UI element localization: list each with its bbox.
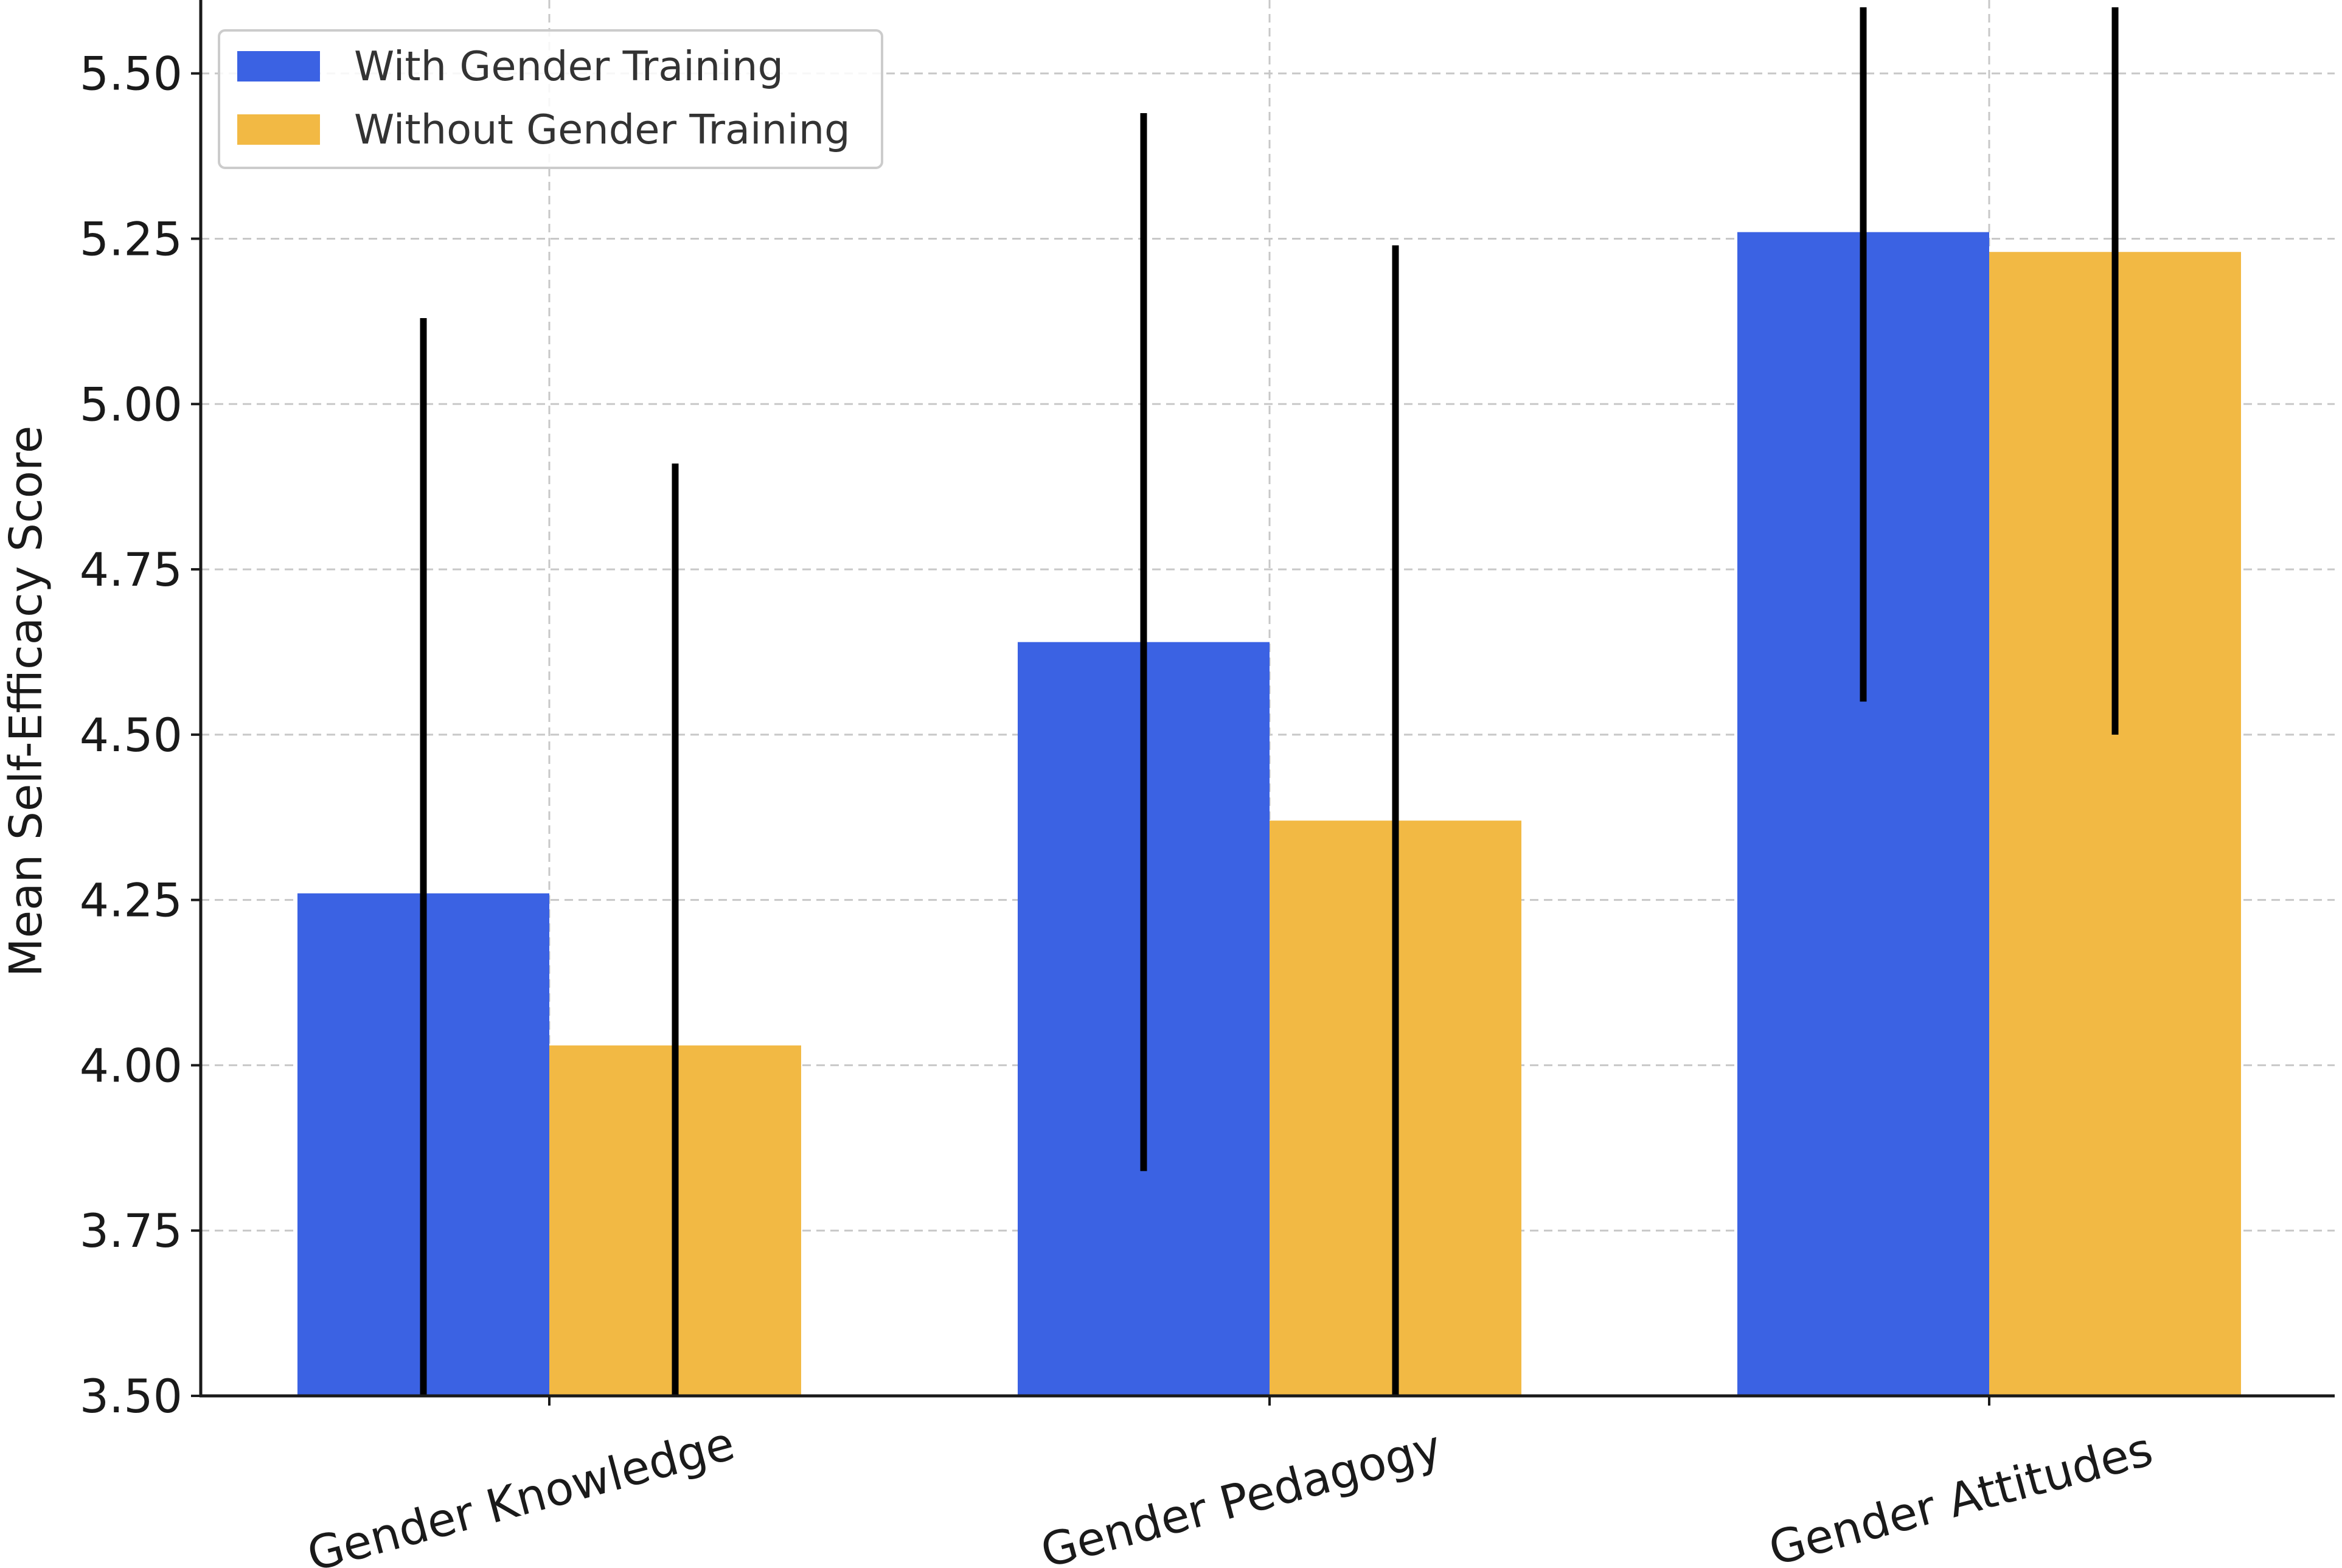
y-tick-label: 3.75 [80,1204,182,1258]
y-tick-label: 4.50 [80,708,182,762]
y-tick-label: 5.25 [80,212,182,266]
legend-box [218,29,883,169]
legend-label: Without Gender Training [354,106,850,153]
legend: With Gender Training Without Gender Train… [218,29,883,169]
x-tick-label: Gender Attitudes [1763,1422,2158,1568]
legend-swatch [237,51,320,82]
x-tick-label: Gender Knowledge [302,1416,740,1568]
y-tick-label: 5.50 [80,47,182,101]
x-tick-label: Gender Pedagogy [1035,1420,1447,1568]
error-bar-layer [420,7,2119,1396]
legend-label: With Gender Training [354,43,784,90]
y-tick-label: 3.50 [80,1369,182,1423]
y-tick-label: 4.75 [80,543,182,597]
y-tick-label: 4.00 [80,1038,182,1092]
y-tick-label: 4.25 [80,873,182,928]
legend-swatch [237,114,320,145]
y-tick-label: 5.00 [80,377,182,431]
y-axis-label: Mean Self-Efficacy Score [0,426,52,977]
